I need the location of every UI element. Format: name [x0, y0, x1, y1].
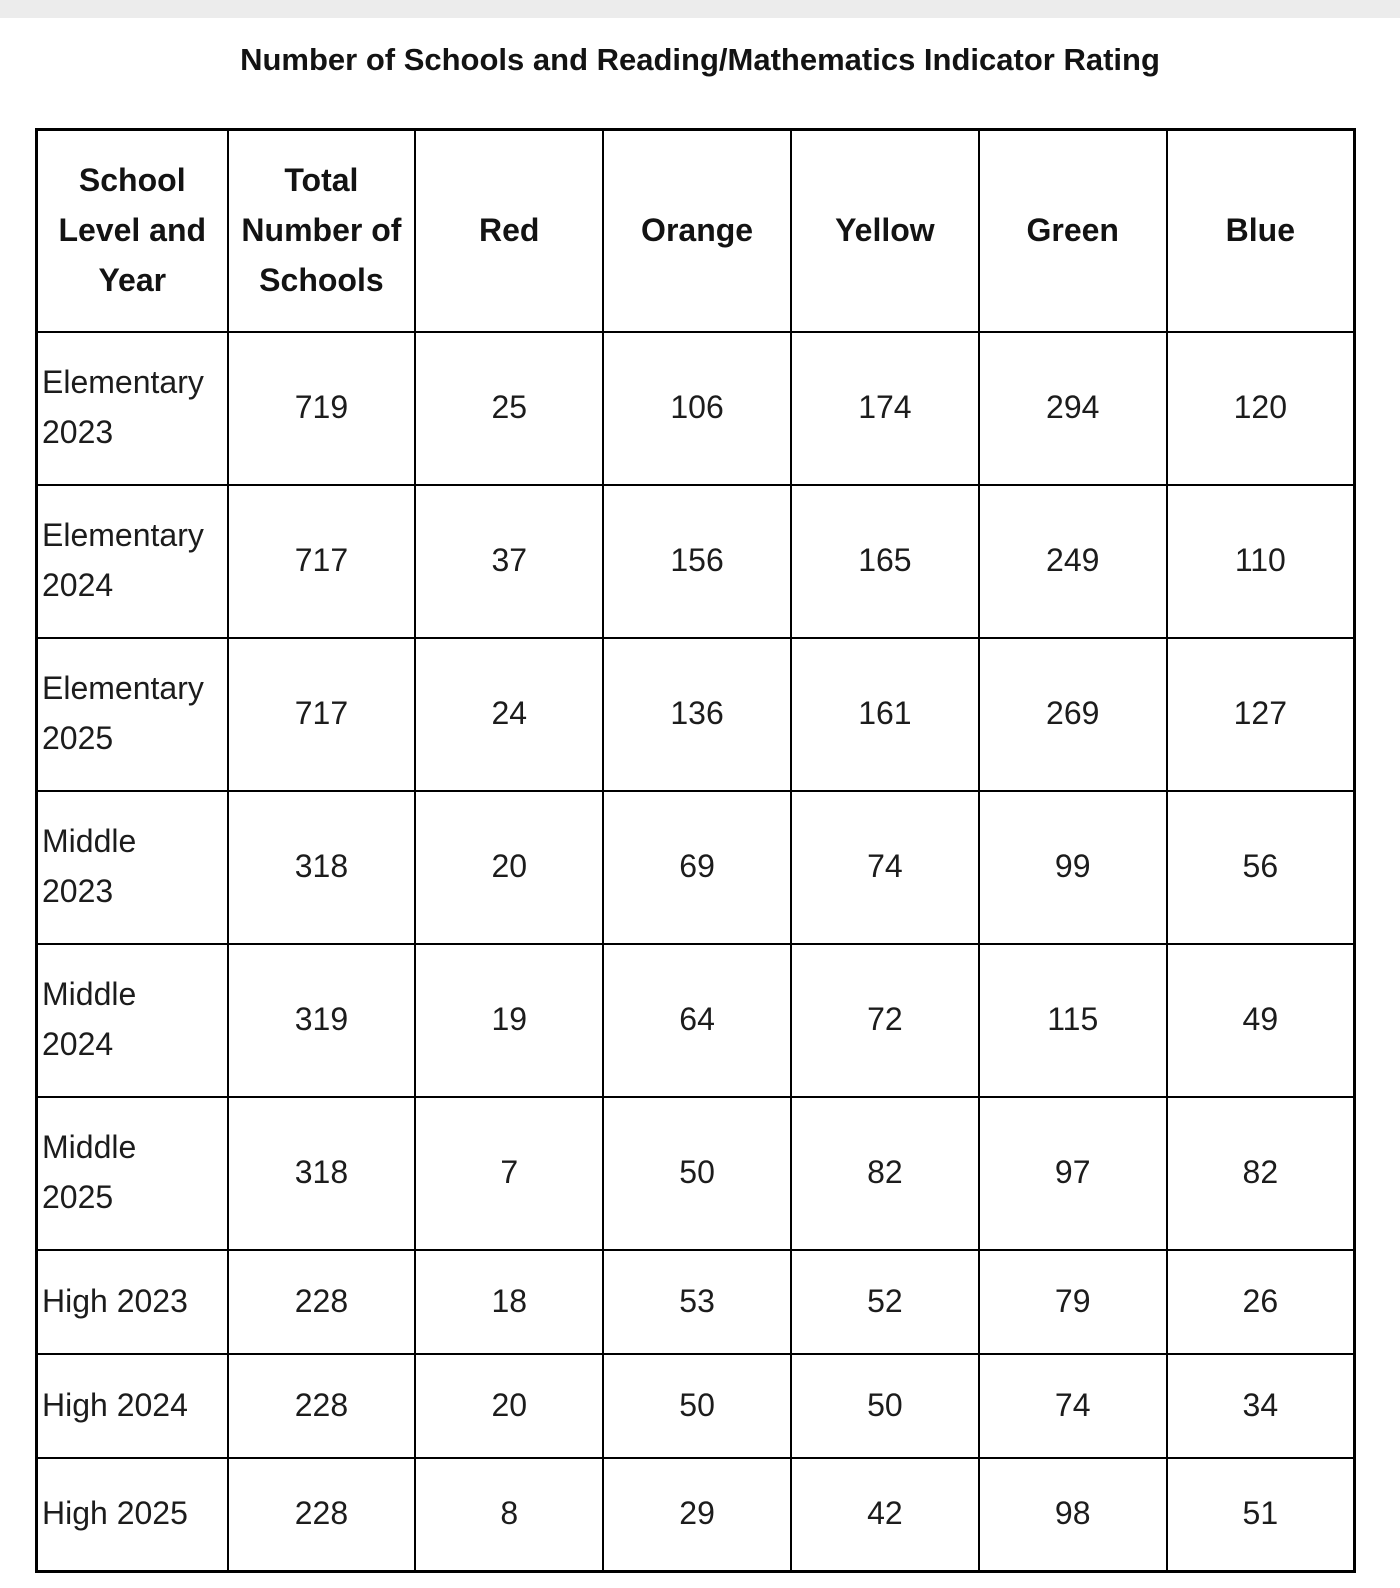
cell-orange: 50: [602, 1352, 792, 1459]
cell-green: 79: [977, 1248, 1168, 1355]
cell-green: 97: [977, 1095, 1168, 1251]
table-row: Middle 2024 319 19 64 72 115 49: [35, 942, 1356, 1098]
table-row: High 2025 228 8 29 42 98 51: [35, 1456, 1356, 1573]
cell-total: 717: [226, 636, 417, 792]
cell-blue: 127: [1165, 636, 1356, 792]
row-label: Elementary 2024: [35, 483, 229, 639]
column-header-total-schools: Total Number of Schools: [226, 128, 417, 333]
top-strip: [0, 0, 1400, 18]
cell-green: 249: [977, 483, 1168, 639]
cell-blue: 34: [1165, 1352, 1356, 1459]
cell-green: 115: [977, 942, 1168, 1098]
cell-red: 8: [414, 1456, 605, 1573]
cell-yellow: 72: [789, 942, 980, 1098]
cell-yellow: 82: [789, 1095, 980, 1251]
cell-orange: 29: [602, 1456, 792, 1573]
cell-total: 318: [226, 789, 417, 945]
table-row: Elementary 2025 717 24 136 161 269 127: [35, 636, 1356, 792]
row-label: High 2025: [35, 1456, 229, 1573]
cell-orange: 50: [602, 1095, 792, 1251]
cell-total: 719: [226, 330, 417, 486]
row-label: Elementary 2023: [35, 330, 229, 486]
table-row: Middle 2023 318 20 69 74 99 56: [35, 789, 1356, 945]
row-label: Middle 2024: [35, 942, 229, 1098]
column-header-green: Green: [977, 128, 1168, 333]
cell-orange: 136: [602, 636, 792, 792]
cell-blue: 110: [1165, 483, 1356, 639]
cell-orange: 64: [602, 942, 792, 1098]
cell-total: 228: [226, 1248, 417, 1355]
cell-green: 269: [977, 636, 1168, 792]
page-title: Number of Schools and Reading/Mathematic…: [240, 42, 1160, 77]
table-row: Elementary 2023 719 25 106 174 294 120: [35, 330, 1356, 486]
cell-orange: 156: [602, 483, 792, 639]
cell-blue: 26: [1165, 1248, 1356, 1355]
column-header-blue: Blue: [1165, 128, 1356, 333]
cell-orange: 69: [602, 789, 792, 945]
column-header-school-level: School Level and Year: [35, 128, 229, 333]
cell-green: 99: [977, 789, 1168, 945]
header-row: School Level and Year Total Number of Sc…: [35, 128, 1356, 333]
table-row: High 2023 228 18 53 52 79 26: [35, 1248, 1356, 1355]
cell-red: 20: [414, 1352, 605, 1459]
row-label: High 2023: [35, 1248, 229, 1355]
cell-orange: 53: [602, 1248, 792, 1355]
table-row: Elementary 2024 717 37 156 165 249 110: [35, 483, 1356, 639]
cell-red: 24: [414, 636, 605, 792]
cell-blue: 120: [1165, 330, 1356, 486]
cell-green: 98: [977, 1456, 1168, 1573]
cell-blue: 51: [1165, 1456, 1356, 1573]
cell-yellow: 74: [789, 789, 980, 945]
cell-total: 228: [226, 1352, 417, 1459]
column-header-red: Red: [414, 128, 605, 333]
schools-rating-table: School Level and Year Total Number of Sc…: [35, 128, 1356, 1573]
cell-green: 294: [977, 330, 1168, 486]
column-header-orange: Orange: [602, 128, 792, 333]
row-label: Middle 2025: [35, 1095, 229, 1251]
cell-total: 228: [226, 1456, 417, 1573]
cell-red: 37: [414, 483, 605, 639]
table-row: Middle 2025 318 7 50 82 97 82: [35, 1095, 1356, 1251]
row-label: High 2024: [35, 1352, 229, 1459]
cell-yellow: 52: [789, 1248, 980, 1355]
cell-blue: 82: [1165, 1095, 1356, 1251]
cell-red: 20: [414, 789, 605, 945]
row-label: Elementary 2025: [35, 636, 229, 792]
table-row: High 2024 228 20 50 50 74 34: [35, 1352, 1356, 1459]
cell-yellow: 161: [789, 636, 980, 792]
cell-red: 7: [414, 1095, 605, 1251]
cell-total: 319: [226, 942, 417, 1098]
cell-red: 25: [414, 330, 605, 486]
cell-yellow: 42: [789, 1456, 980, 1573]
cell-yellow: 50: [789, 1352, 980, 1459]
cell-green: 74: [977, 1352, 1168, 1459]
cell-total: 717: [226, 483, 417, 639]
cell-red: 19: [414, 942, 605, 1098]
table-body: Elementary 2023 719 25 106 174 294 120 Elementa…: [35, 330, 1356, 1573]
cell-blue: 56: [1165, 789, 1356, 945]
cell-orange: 106: [602, 330, 792, 486]
cell-total: 318: [226, 1095, 417, 1251]
table-header: School Level and Year Total Number of Sc…: [35, 128, 1356, 333]
cell-yellow: 174: [789, 330, 980, 486]
column-header-yellow: Yellow: [789, 128, 980, 333]
cell-blue: 49: [1165, 942, 1356, 1098]
row-label: Middle 2023: [35, 789, 229, 945]
cell-red: 18: [414, 1248, 605, 1355]
cell-yellow: 165: [789, 483, 980, 639]
